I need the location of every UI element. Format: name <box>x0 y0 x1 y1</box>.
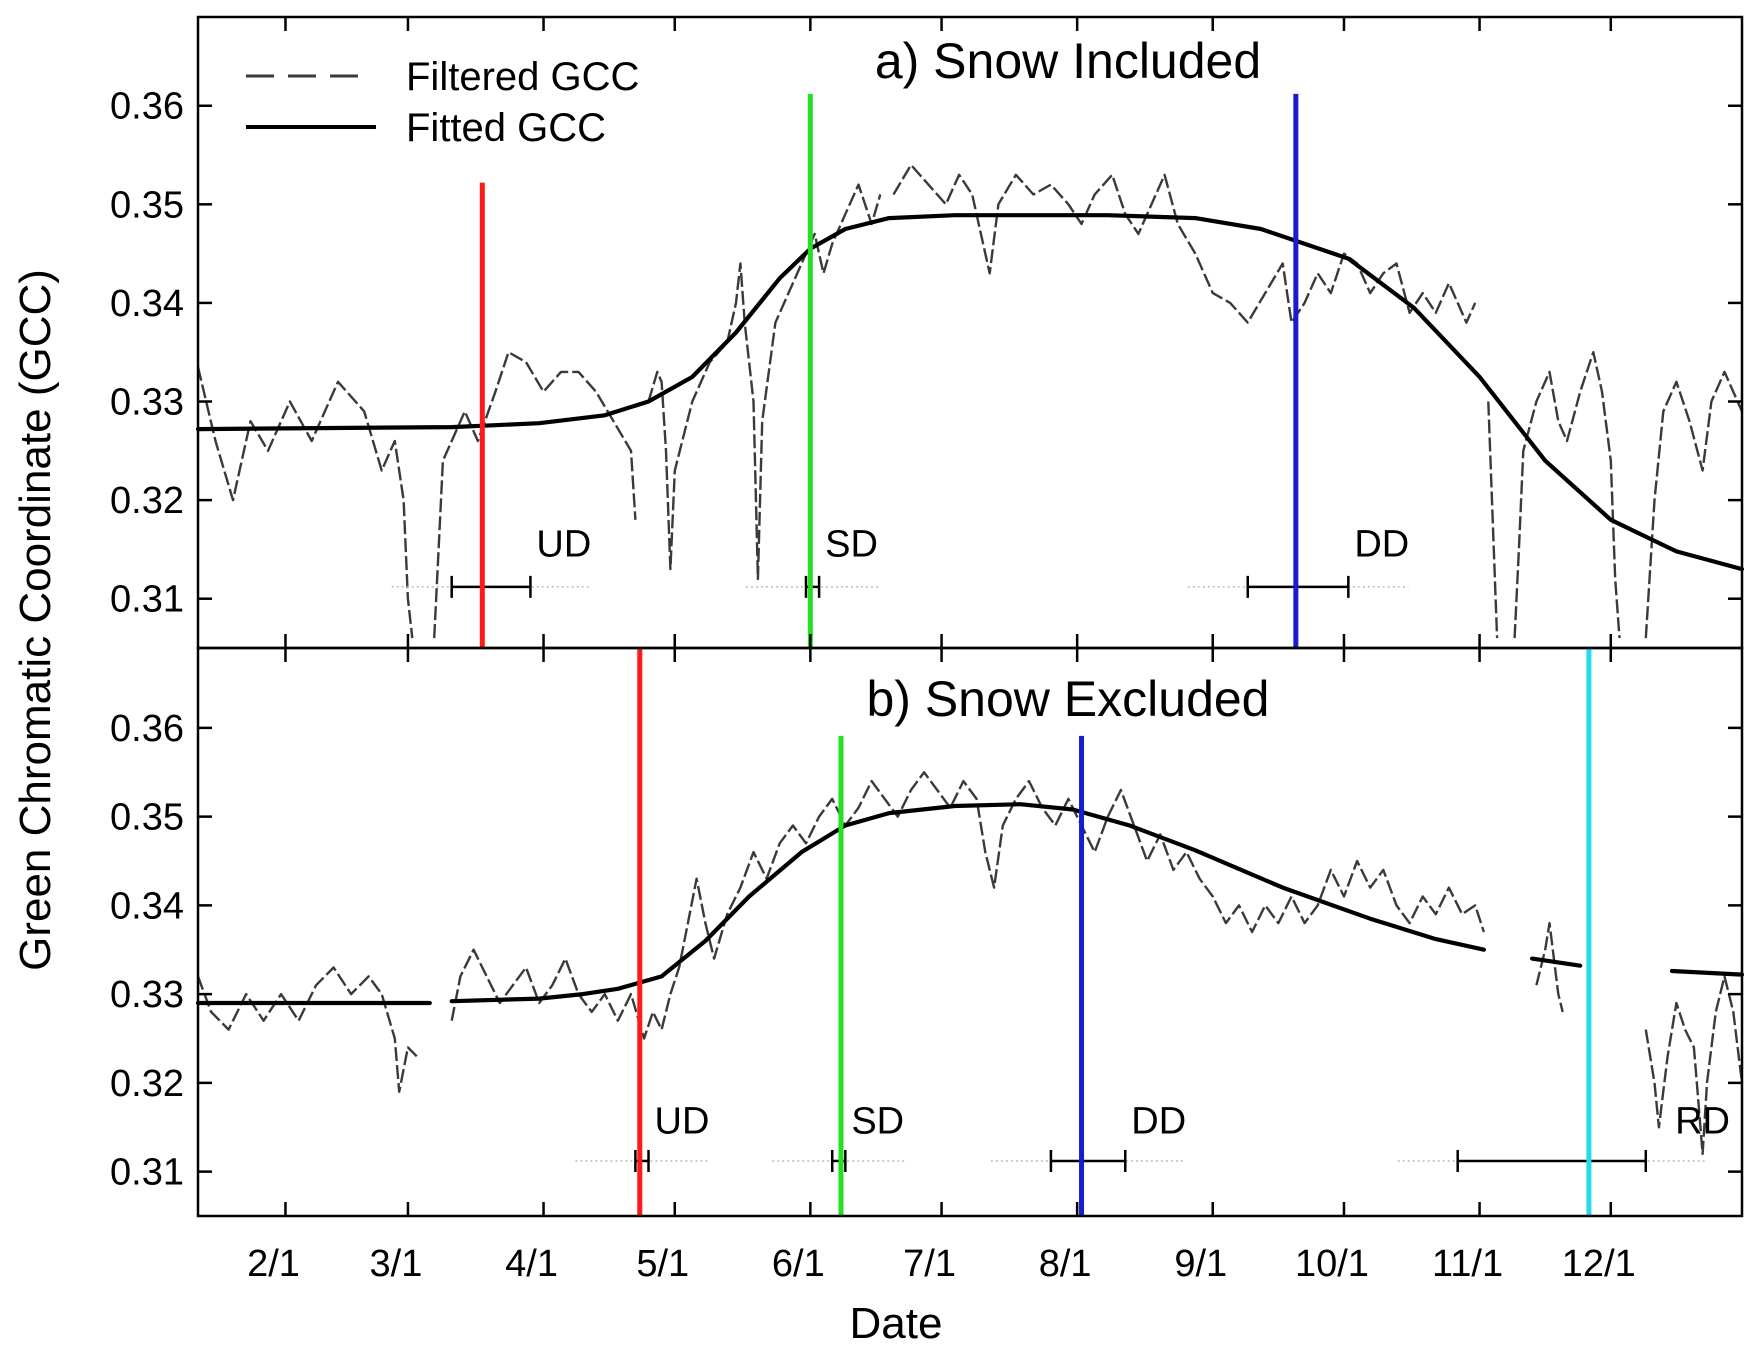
x-tick-label-0: 2/1 <box>247 1243 300 1285</box>
panel-b-frame <box>196 646 1744 1218</box>
panel-b-fitted-gcc-segment-3 <box>1669 968 1745 977</box>
panel-a-x-ticks <box>284 17 1613 648</box>
panel-b-y-tick-label-1: 0.35 <box>110 797 184 839</box>
panel-b-filtered-gcc-segment-3 <box>1644 975 1744 1156</box>
panel-b-y-tick-label-0: 0.36 <box>110 708 184 750</box>
panel-a-title: a) Snow Included <box>875 33 1261 89</box>
panel-snow-excluded: UD SD DD RD 0.36 0.35 0.34 0.33 0.32 0.31 b) Sno… <box>110 646 1745 1218</box>
x-tick-label-1: 3/1 <box>370 1243 423 1285</box>
panel-b-filtered-gcc-segment-0 <box>196 966 418 1094</box>
panel-a-series-layer <box>195 163 1745 639</box>
panel-b-y-tick-label-4: 0.32 <box>110 1063 184 1105</box>
x-axis-title: Date <box>850 1299 943 1348</box>
panel-a-filtered-gcc-segment-3 <box>892 163 1477 324</box>
x-tick-label-7: 9/1 <box>1174 1243 1227 1285</box>
panel-a-y-tick-label-0: 0.36 <box>110 86 184 128</box>
panel-b-filtered-gcc-segment-1 <box>450 771 1486 1040</box>
panel-a-y-tick-label-1: 0.35 <box>110 184 184 226</box>
legend-label-fitted: Fitted GCC <box>406 106 606 150</box>
panel-a-filtered-gcc-segment-4 <box>1487 401 1499 639</box>
x-tick-label-4: 6/1 <box>772 1243 825 1285</box>
panel-a-y-tick-label-4: 0.32 <box>110 480 184 522</box>
panel-a-filtered-gcc-segment-2 <box>647 183 882 581</box>
panel-b-fitted-gcc-segment-2 <box>1529 956 1583 968</box>
panel-a-filtered-gcc-segment-5 <box>1513 351 1621 639</box>
panel-a-filtered-gcc-segment-1 <box>433 351 637 639</box>
x-tick-label-10: 12/1 <box>1562 1243 1636 1285</box>
panel-b-filtered-gcc-segment-2 <box>1535 921 1564 1013</box>
x-tick-label-2: 4/1 <box>505 1243 558 1285</box>
panel-snow-included: UD SD DD 0.36 0.35 0.34 0.33 0.32 0.31 a) Snow … <box>110 15 1745 650</box>
panel-a-sd-label: SD <box>825 523 878 565</box>
legend: Filtered GCC Fitted GCC <box>246 55 639 150</box>
panel-b-y-tick-label-2: 0.34 <box>110 885 184 927</box>
panel-b-series-layer <box>195 771 1745 1156</box>
x-axis-tick-labels: 2/1 3/1 4/1 5/1 6/1 7/1 8/1 9/1 10/1 11/1 12/1 <box>247 1243 1636 1285</box>
x-tick-label-5: 7/1 <box>903 1243 956 1285</box>
panel-a-fitted-gcc-segment-0 <box>195 213 1745 572</box>
x-tick-label-9: 11/1 <box>1432 1243 1503 1285</box>
panel-b-title: b) Snow Excluded <box>866 671 1269 727</box>
panel-b-dd-label: DD <box>1131 1100 1186 1142</box>
panel-b-fitted-gcc-segment-1 <box>449 802 1487 1004</box>
panel-a-ud-label: UD <box>536 523 591 565</box>
panel-b-sd-label: SD <box>851 1100 904 1142</box>
panel-a-filtered-gcc-segment-6 <box>1644 370 1744 639</box>
panel-a-dd-label: DD <box>1354 523 1409 565</box>
panel-b-y-axis: 0.36 0.35 0.34 0.33 0.32 0.31 <box>110 708 1742 1194</box>
panel-b-y-tick-label-3: 0.33 <box>110 974 184 1016</box>
panel-a-y-tick-label-2: 0.34 <box>110 283 184 325</box>
panel-b-rd-label: RD <box>1675 1100 1730 1142</box>
panel-b-ud-label: UD <box>655 1100 710 1142</box>
legend-label-filtered: Filtered GCC <box>406 55 639 99</box>
panel-a-y-tick-label-3: 0.33 <box>110 382 184 424</box>
panel-b-events-layer: UD SD DD RD <box>575 648 1730 1216</box>
x-tick-label-6: 8/1 <box>1039 1243 1092 1285</box>
panel-a-filtered-gcc-segment-0 <box>196 366 414 639</box>
panel-a-y-tick-label-5: 0.31 <box>110 579 184 621</box>
panel-b-x-ticks <box>284 648 1613 1216</box>
panel-b-y-tick-label-5: 0.31 <box>110 1152 184 1194</box>
panel-a-y-axis: 0.36 0.35 0.34 0.33 0.32 0.31 <box>110 86 1742 621</box>
x-tick-label-8: 10/1 <box>1295 1243 1369 1285</box>
x-tick-label-3: 5/1 <box>636 1243 689 1285</box>
panel-a-events-layer: UD SD DD <box>391 93 1409 648</box>
y-axis-title: Green Chromatic Coordinate (GCC) <box>11 269 60 971</box>
